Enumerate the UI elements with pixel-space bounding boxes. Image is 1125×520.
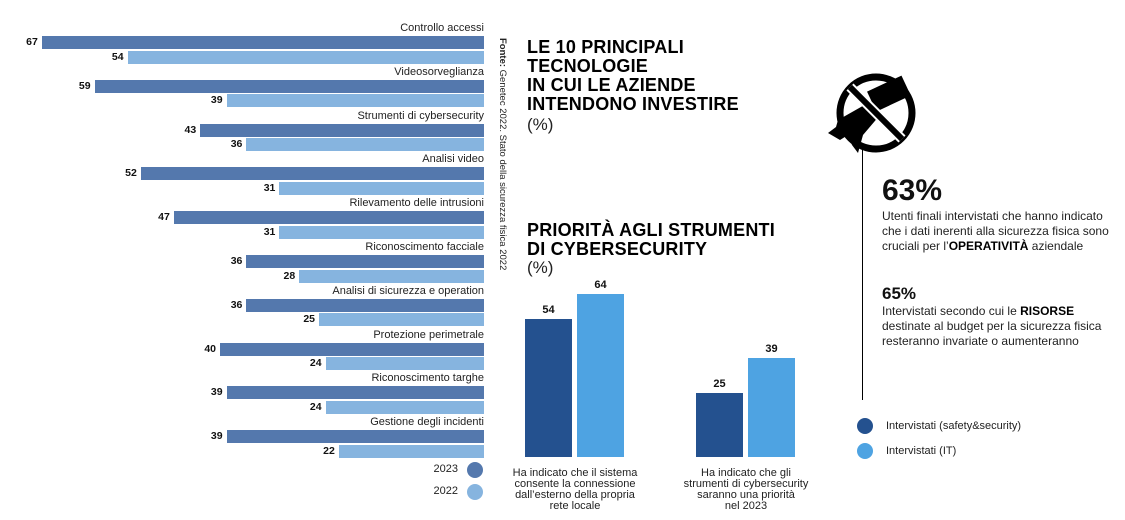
- cyber-chart-unit: (%): [527, 258, 554, 277]
- bar-2022: [325, 400, 484, 414]
- stat-65-value: 65%: [882, 284, 917, 303]
- bar-2022: [246, 138, 484, 152]
- title-line: PRIORITÀ AGLI STRUMENTI: [527, 220, 775, 240]
- bar-2022: [127, 50, 484, 64]
- bar-safety: [525, 319, 572, 457]
- category-label: Analisi video: [422, 153, 484, 166]
- bar-2022: [226, 94, 484, 108]
- bar-value-label: 64: [594, 278, 607, 291]
- category-label-line: consente la connessione: [514, 478, 636, 490]
- bar-value-label: 43: [184, 123, 197, 136]
- legend-label-it: Intervistati (IT): [886, 445, 957, 457]
- bar-2023: [226, 386, 484, 400]
- bar-2022: [279, 181, 484, 195]
- bar-value-label: 39: [765, 342, 778, 355]
- bar-value-label: 54: [542, 304, 555, 317]
- source-note: Fonte: Genetec 2022. Stato della sicurez…: [497, 38, 508, 271]
- bar-2022: [338, 444, 484, 458]
- bar-value-label: 22: [323, 444, 335, 457]
- category-label: Protezione perimetrale: [373, 328, 484, 341]
- legend-label-2023: 2023: [433, 463, 458, 475]
- bar-value-label: 31: [263, 225, 276, 238]
- category-label: Rilevamento delle intrusioni: [349, 197, 484, 210]
- category-label: Ha indicato che il sistema consente la co…: [500, 468, 650, 512]
- bar-value-label: 25: [713, 378, 726, 391]
- category-label: Controllo accessi: [400, 22, 484, 34]
- legend-label-2022: 2022: [433, 485, 458, 497]
- category-label-line: strumenti di cybersecurity: [683, 478, 809, 490]
- main-chart-title: LE 10 PRINCIPALI TECNOLOGIE IN CUI LE AZ…: [527, 38, 739, 114]
- bar-value-label: 28: [283, 269, 296, 282]
- category-label-line: saranno una priorità: [697, 489, 795, 501]
- bar-value-label: 39: [210, 430, 223, 443]
- bar-value-label: 36: [230, 138, 243, 151]
- bar-2023: [94, 79, 484, 93]
- category-label: Ha indicato che gli strumenti di cybersec…: [671, 468, 821, 512]
- bar-value-label: 40: [204, 342, 216, 355]
- legend-swatch-2022: [467, 484, 483, 500]
- bar-value-label: 24: [309, 357, 322, 370]
- cyber-chart-title: PRIORITÀ AGLI STRUMENTI DI CYBERSECURITY: [527, 221, 775, 259]
- category-label-line: Ha indicato che gli: [701, 467, 791, 479]
- category-label-line: rete locale: [549, 500, 601, 512]
- divider-line: [862, 148, 863, 400]
- bar-2023: [246, 298, 484, 312]
- main-chart-unit: (%): [527, 115, 554, 134]
- bar-value-label: 54: [111, 50, 124, 63]
- bar-value-label: 52: [125, 167, 137, 180]
- bar-value-label: 39: [210, 386, 223, 399]
- bar-value-label: 39: [210, 94, 223, 107]
- bar-2023: [246, 255, 484, 268]
- stat-65-text: Intervistati secondo cui le RISORSE dest…: [882, 304, 1102, 348]
- bar-2023: [41, 36, 484, 49]
- category-label: Strumenti di cybersecurity: [357, 109, 484, 122]
- bar-value-label: 24: [309, 400, 322, 413]
- no-camera-hand-icon: [828, 73, 916, 153]
- category-label: Analisi di sicurezza e operation: [332, 284, 484, 297]
- bar-it: [748, 357, 795, 457]
- bar-2023: [220, 342, 484, 356]
- bar-2023: [200, 123, 484, 137]
- technologies-bar-chart: Controllo accessi 67 54 Videosorveglianza 59…: [0, 0, 490, 520]
- title-line: TECNOLOGIE: [527, 56, 649, 76]
- category-label-line: nel 2023: [724, 500, 768, 512]
- title-line: LE 10 PRINCIPALI: [527, 37, 684, 57]
- bar-2022: [325, 357, 484, 371]
- legend-swatch-it: [857, 443, 873, 459]
- bar-2022: [279, 225, 484, 239]
- category-label: Gestione degli incidenti: [370, 416, 484, 429]
- bar-2023: [140, 167, 484, 181]
- category-label-line: dall’esterno della propria: [515, 489, 635, 501]
- bar-value-label: 47: [158, 211, 170, 224]
- bar-value-label: 25: [303, 313, 315, 326]
- title-line: DI CYBERSECURITY: [527, 239, 708, 259]
- bar-safety: [696, 393, 743, 457]
- legend-label-safety: Intervistati (safety&security): [886, 420, 1022, 432]
- stat-63-value: 63%: [882, 174, 943, 207]
- category-label: Riconoscimento facciale: [365, 241, 484, 253]
- legend-swatch-safety: [857, 418, 873, 434]
- bar-2023: [173, 211, 484, 225]
- bar-value-label: 36: [230, 298, 243, 311]
- bar-2022: [319, 313, 484, 327]
- bar-it: [577, 293, 624, 457]
- cybersecurity-bar-chart: 54 64 Ha indicato che il sistema consente l…: [500, 278, 830, 520]
- title-line: INTENDONO INVESTIRE: [527, 94, 739, 114]
- bar-2023: [226, 430, 484, 444]
- bar-value-label: 59: [78, 79, 91, 92]
- stat-63-text: Utenti finali intervistati che hanno ind…: [882, 209, 1109, 253]
- category-label: Riconoscimento targhe: [371, 372, 484, 385]
- title-line: IN CUI LE AZIENDE: [527, 75, 696, 95]
- bar-value-label: 36: [230, 255, 243, 267]
- bar-2022: [299, 269, 484, 283]
- category-label-line: Ha indicato che il sistema: [512, 467, 638, 479]
- category-label: Videosorveglianza: [394, 65, 484, 78]
- bar-value-label: 31: [263, 181, 276, 194]
- legend-swatch-2023: [467, 462, 483, 478]
- bar-value-label: 67: [26, 36, 38, 48]
